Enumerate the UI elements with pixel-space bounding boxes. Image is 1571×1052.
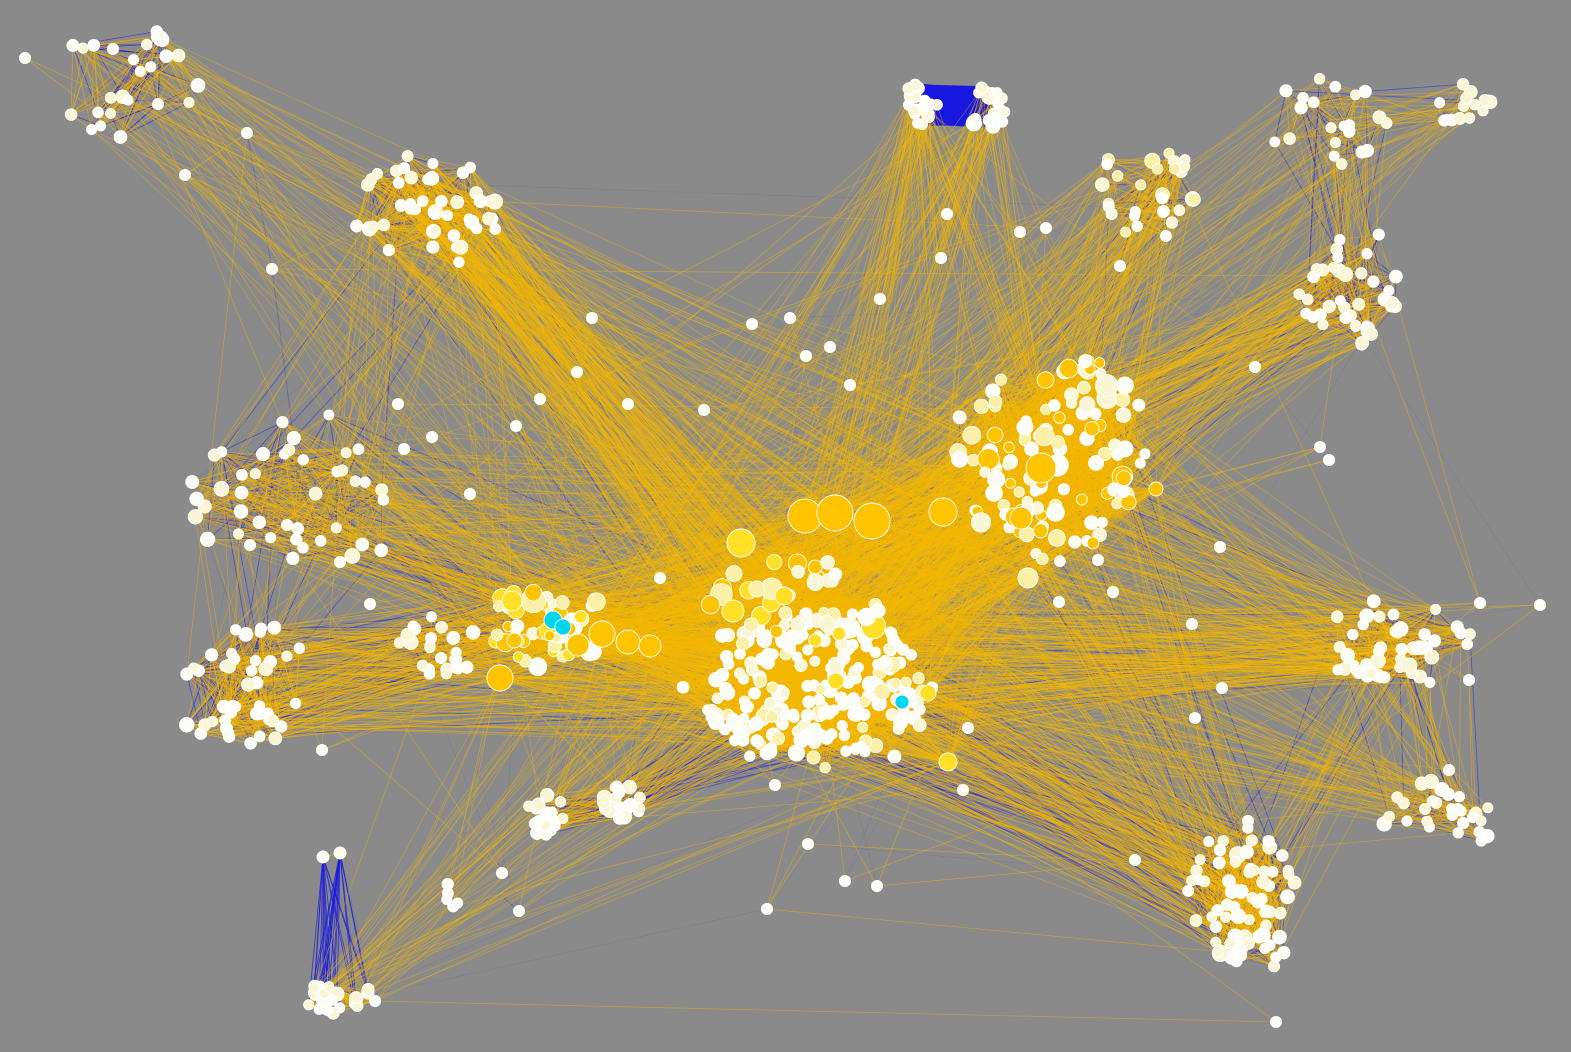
graph-edge-blue (192, 421, 283, 483)
graph-edge-blue (345, 452, 382, 491)
graph-edge-blue (221, 421, 283, 490)
graph-edge-blue (157, 56, 167, 105)
graph-edge-blue (207, 455, 215, 540)
graph-edge-blue (221, 451, 338, 473)
graph-edge-blue (82, 47, 123, 97)
graph-edge-blue (120, 102, 190, 138)
graph-edge-blue (193, 668, 206, 725)
graph-edge-blue (315, 493, 384, 501)
graph-edge-blue (72, 31, 157, 46)
graph-edge-blue (233, 627, 275, 660)
graph-edge-blue (335, 471, 338, 528)
graph-edge-blue (120, 103, 159, 138)
graph-edge-blue (72, 45, 99, 113)
